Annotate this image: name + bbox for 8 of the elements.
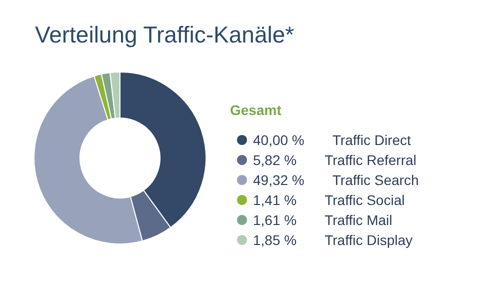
legend-label: 1,85 % Traffic Display [253,232,412,248]
chart-title: Verteilung Traffic-Kanäle* [35,22,294,48]
legend-label: 49,32 % Traffic Search [253,172,419,188]
legend-label: 40,00 % Traffic Direct [253,132,412,148]
legend-label: 1,61 % Traffic Mail [253,212,392,228]
legend-label: 5,82 % Traffic Referral [253,152,416,168]
legend-title: Gesamt [230,102,282,118]
legend-label: 1,41 % Traffic Social [253,192,405,208]
